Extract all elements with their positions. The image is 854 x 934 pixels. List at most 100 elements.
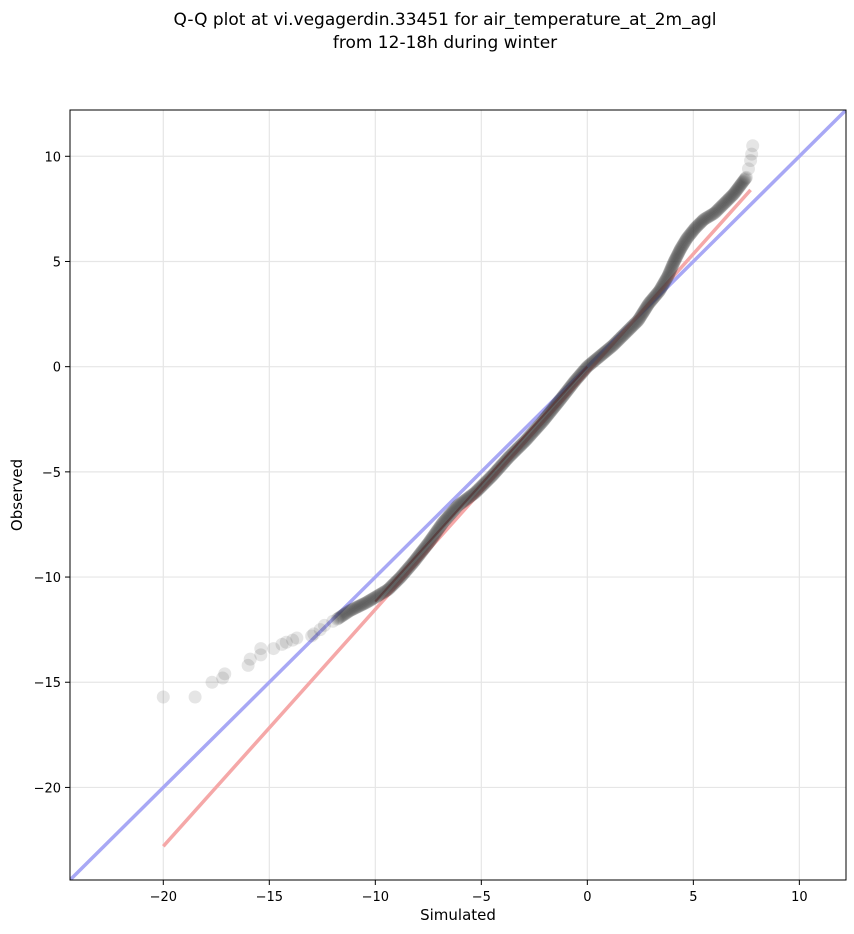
data-point	[671, 247, 685, 261]
grid-lines	[70, 110, 846, 880]
data-point	[746, 139, 760, 153]
data-point	[501, 451, 515, 465]
data-point	[348, 601, 362, 615]
data-point	[330, 612, 344, 626]
data-point	[568, 374, 582, 388]
data-point	[430, 524, 444, 538]
data-point	[542, 406, 556, 420]
data-point	[559, 386, 573, 400]
data-point	[712, 202, 726, 216]
data-point	[476, 477, 490, 491]
data-point	[381, 583, 395, 597]
data-point	[479, 475, 493, 489]
data-point	[688, 221, 702, 235]
data-point	[572, 370, 586, 384]
data-point	[690, 219, 704, 233]
data-point	[654, 281, 668, 295]
data-point	[730, 182, 744, 196]
data-point	[345, 603, 359, 617]
data-point	[644, 294, 658, 308]
data-point	[629, 316, 643, 330]
data-point	[680, 231, 694, 245]
data-point	[428, 526, 442, 540]
data-point	[415, 545, 429, 559]
data-point	[613, 332, 627, 346]
data-point	[618, 327, 632, 341]
data-point	[545, 403, 559, 417]
data-point	[434, 518, 448, 532]
data-point	[578, 362, 592, 376]
data-point	[626, 318, 640, 332]
data-point	[599, 344, 613, 358]
data-point	[449, 500, 463, 514]
x-axis-label: Simulated	[420, 906, 496, 924]
data-point	[514, 438, 528, 452]
data-point	[582, 358, 596, 372]
data-point	[352, 599, 366, 613]
data-point	[342, 604, 356, 618]
data-point	[585, 356, 599, 370]
y-axis-ticks: −20 −15 −10 −5 0 5 10	[34, 150, 70, 796]
data-point	[453, 497, 467, 511]
data-point	[218, 667, 232, 681]
data-point	[554, 392, 568, 406]
data-point	[522, 430, 536, 444]
data-point	[205, 675, 219, 689]
data-point	[537, 413, 551, 427]
data-point	[608, 336, 622, 350]
data-point	[611, 334, 625, 348]
data-point	[715, 198, 729, 212]
data-point	[466, 487, 480, 501]
data-point	[729, 184, 743, 198]
data-point	[351, 600, 365, 614]
data-point	[428, 527, 442, 541]
data-point	[429, 525, 443, 539]
data-point	[517, 435, 531, 449]
data-point	[674, 241, 688, 255]
data-point	[636, 305, 650, 319]
data-point	[503, 449, 517, 463]
data-point	[534, 416, 548, 430]
data-point	[657, 276, 671, 290]
data-point	[668, 253, 682, 267]
data-point	[708, 206, 722, 220]
data-point	[368, 590, 382, 604]
data-point	[722, 191, 736, 205]
data-point	[371, 588, 385, 602]
data-point	[397, 566, 411, 580]
data-point	[360, 595, 374, 609]
data-point	[512, 440, 526, 454]
data-point	[379, 584, 393, 598]
data-point	[733, 179, 747, 193]
data-point	[538, 412, 552, 426]
data-point	[241, 658, 255, 672]
data-point	[478, 476, 492, 490]
data-point	[338, 607, 352, 621]
data-point	[414, 546, 428, 560]
data-point	[714, 200, 728, 214]
data-point	[660, 270, 674, 284]
data-point	[727, 187, 741, 201]
data-point	[529, 422, 543, 436]
data-point	[439, 513, 453, 527]
data-point	[580, 361, 594, 375]
data-point	[682, 228, 696, 242]
data-point	[454, 496, 468, 510]
data-point	[709, 204, 723, 218]
data-point	[667, 256, 681, 270]
y-tick-label: 5	[53, 255, 61, 270]
data-point	[421, 536, 435, 550]
data-point	[616, 329, 630, 343]
data-point	[290, 631, 304, 645]
data-point	[713, 201, 727, 215]
data-point	[421, 537, 435, 551]
data-point	[464, 489, 478, 503]
data-point	[243, 652, 257, 666]
data-point	[624, 320, 638, 334]
data-point	[566, 376, 580, 390]
data-point	[719, 195, 733, 209]
y-tick-label: −5	[42, 466, 61, 481]
data-point	[649, 288, 663, 302]
data-point	[445, 506, 459, 520]
data-point	[557, 388, 571, 402]
